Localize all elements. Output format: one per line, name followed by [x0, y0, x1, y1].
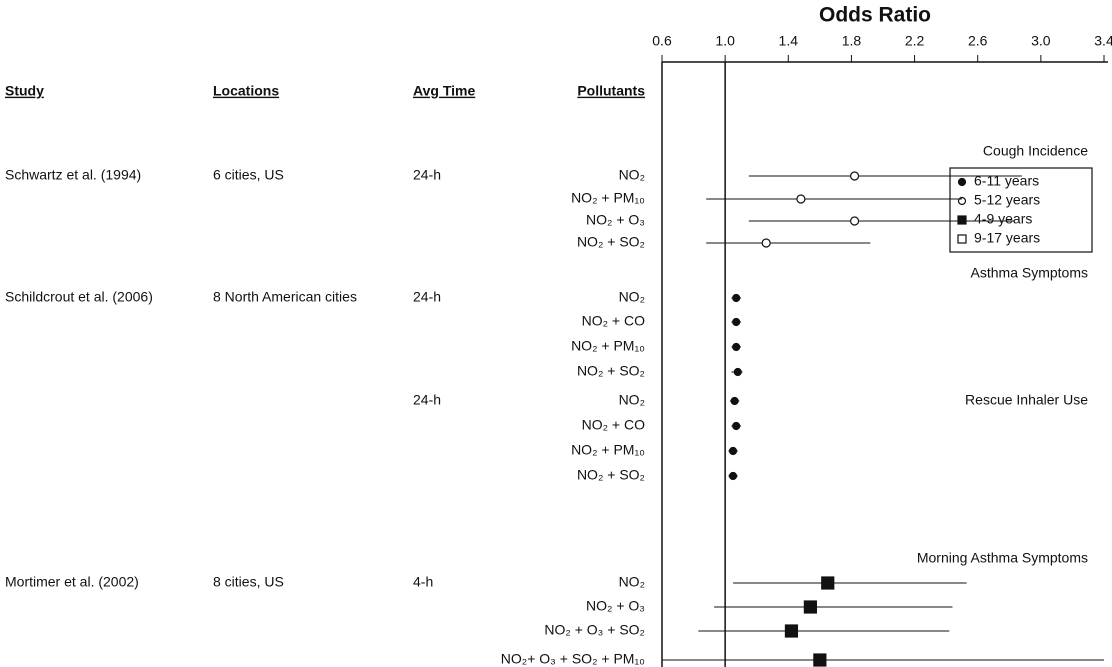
- legend-label: 5-12 years: [974, 192, 1040, 208]
- pollutant: NO₂ + O₃ + SO₂: [544, 622, 645, 638]
- legend-symbol: [957, 215, 967, 225]
- pollutant: NO₂: [619, 289, 645, 305]
- x-tick-label: 1.0: [715, 33, 735, 49]
- study: Mortimer et al. (2002): [5, 574, 139, 590]
- section-label: Morning Asthma Symptoms: [917, 550, 1088, 566]
- legend-box: [949, 167, 1093, 253]
- point: [730, 396, 739, 406]
- pollutant: NO₂ + SO₂: [577, 467, 645, 483]
- column-header: Avg Time: [413, 83, 475, 99]
- study: Schildcrout et al. (2006): [5, 289, 153, 305]
- point: [803, 600, 817, 614]
- location: 8 North American cities: [213, 289, 357, 305]
- x-tick-label: 2.2: [905, 33, 925, 49]
- point: [732, 317, 741, 327]
- pollutant: NO₂ + CO: [582, 313, 646, 329]
- x-tick-label: 1.4: [779, 33, 799, 49]
- section-label: Asthma Symptoms: [971, 265, 1088, 281]
- point: [849, 216, 860, 226]
- x-tick-label: 3.4: [1094, 33, 1112, 49]
- pollutant: NO₂ + PM₁₀: [571, 190, 645, 206]
- pollutant: NO₂ + PM₁₀: [571, 442, 645, 458]
- point: [813, 653, 827, 667]
- point: [732, 421, 741, 431]
- section-label: Cough Incidence: [983, 143, 1088, 159]
- legend-symbol: [957, 177, 967, 187]
- pollutant: NO₂ + O₃: [586, 212, 645, 228]
- x-tick-label: 3.0: [1031, 33, 1051, 49]
- point: [732, 293, 741, 303]
- avg-time: 4-h: [413, 574, 433, 590]
- point: [732, 342, 741, 352]
- legend-label: 6-11 years: [974, 173, 1039, 189]
- point: [728, 471, 738, 481]
- point: [761, 238, 771, 248]
- legend-label: 4-9 years: [974, 211, 1032, 227]
- pollutant: NO₂: [619, 167, 645, 183]
- location: 6 cities, US: [213, 167, 284, 183]
- x-tick-label: 2.6: [968, 33, 988, 49]
- avg-time: 24-h: [413, 392, 441, 408]
- legend-symbol: [957, 234, 967, 244]
- column-header: Pollutants: [577, 83, 645, 99]
- x-tick-label: 1.8: [842, 33, 862, 49]
- pollutant: NO₂ + CO: [582, 417, 646, 433]
- x-tick-label: 0.6: [652, 33, 672, 49]
- legend-label: 9-17 years: [974, 230, 1040, 246]
- section-label: Rescue Inhaler Use: [965, 392, 1088, 408]
- point: [733, 367, 742, 377]
- avg-time: 24-h: [413, 289, 441, 305]
- column-header: Locations: [213, 83, 279, 99]
- chart-title: Odds Ratio: [819, 4, 931, 27]
- pollutant: NO₂: [619, 392, 645, 408]
- location: 8 cities, US: [213, 574, 284, 590]
- point: [796, 194, 806, 204]
- point: [849, 171, 860, 181]
- column-header: Study: [5, 83, 44, 99]
- point: [728, 446, 738, 456]
- pollutant: NO₂ + PM₁₀: [571, 338, 645, 354]
- point: [784, 624, 799, 638]
- pollutant: NO₂ + SO₂: [577, 234, 645, 250]
- pollutant: NO₂+ O₃ + SO₂ + PM₁₀: [501, 651, 645, 667]
- avg-time: 24-h: [413, 167, 441, 183]
- point: [821, 576, 835, 590]
- pollutant: NO₂ + SO₂: [577, 363, 645, 379]
- study: Schwartz et al. (1994): [5, 167, 141, 183]
- pollutant: NO₂: [619, 574, 645, 590]
- pollutant: NO₂ + O₃: [586, 598, 645, 614]
